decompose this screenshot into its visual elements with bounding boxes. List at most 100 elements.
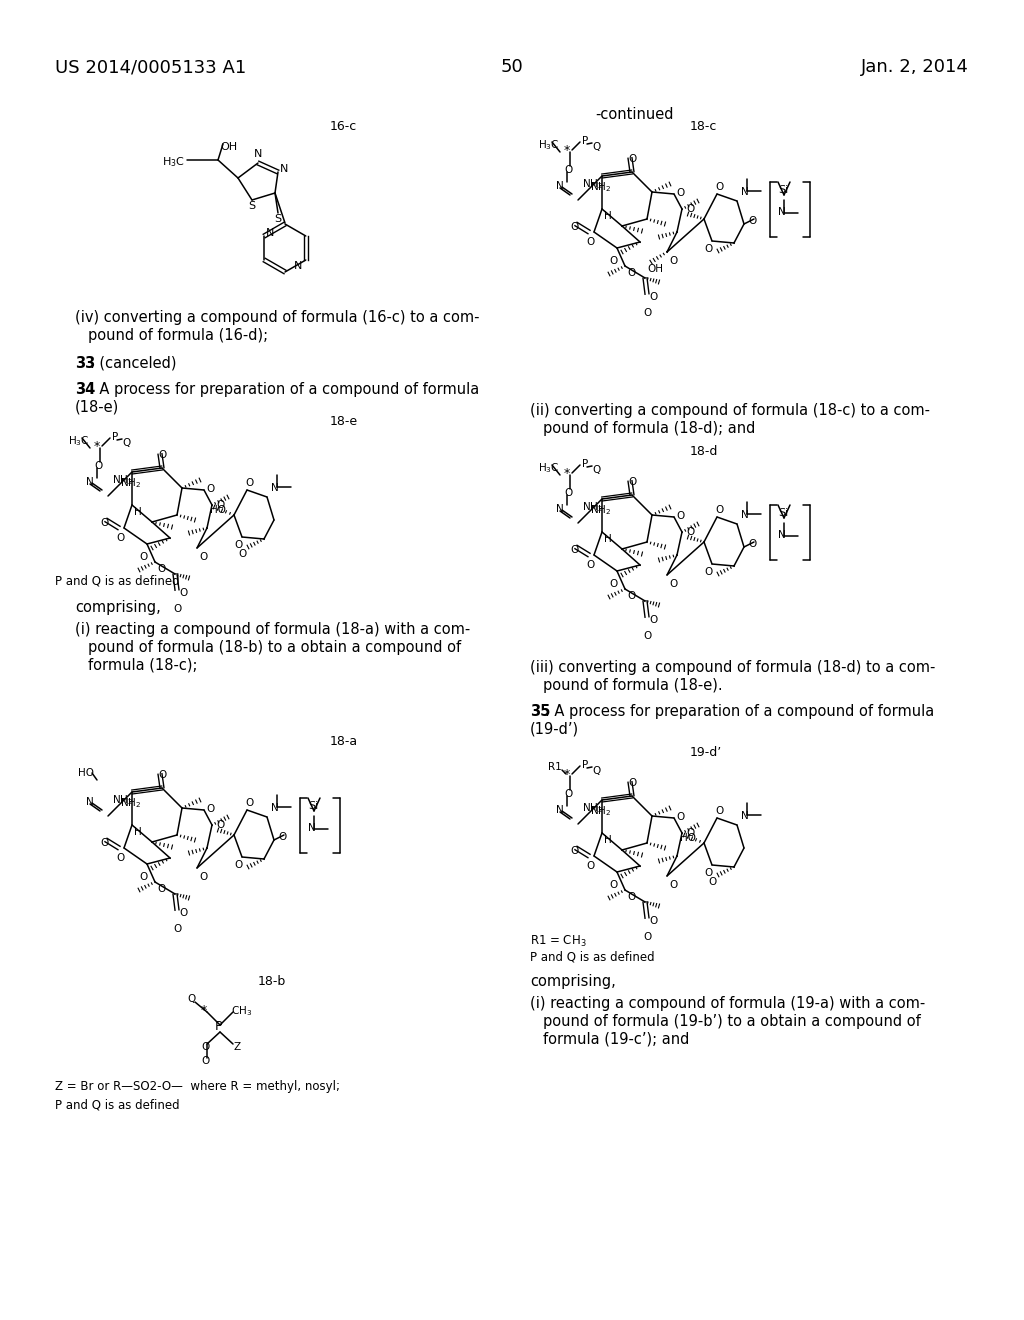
Text: O: O [643, 631, 651, 642]
Text: CH$_3$: CH$_3$ [231, 1005, 252, 1018]
Text: O: O [199, 552, 207, 562]
Text: O: O [278, 832, 287, 842]
Text: NH$_2$: NH$_2$ [112, 793, 133, 807]
Text: 19-d’: 19-d’ [690, 746, 722, 759]
Text: O: O [179, 587, 187, 598]
Text: Si: Si [308, 801, 318, 810]
Text: O: O [715, 182, 723, 191]
Text: O: O [649, 615, 657, 624]
Text: O: O [669, 256, 677, 267]
Text: N: N [556, 181, 564, 191]
Text: OH: OH [220, 143, 238, 152]
Text: O: O [173, 924, 181, 935]
Text: O: O [116, 533, 124, 543]
Text: 18-d: 18-d [690, 445, 719, 458]
Text: P: P [582, 459, 588, 469]
Text: . A process for preparation of a compound of formula: . A process for preparation of a compoun… [90, 381, 479, 397]
Text: O: O [586, 861, 594, 871]
Text: O: O [139, 552, 147, 562]
Text: . A process for preparation of a compound of formula: . A process for preparation of a compoun… [545, 704, 934, 719]
Text: O: O [669, 880, 677, 890]
Text: P and Q is as defined: P and Q is as defined [55, 1098, 179, 1111]
Text: O: O [564, 165, 572, 176]
Text: Si: Si [778, 508, 788, 517]
Text: HO: HO [78, 768, 94, 777]
Text: Q: Q [592, 143, 600, 152]
Text: 18-e: 18-e [330, 414, 358, 428]
Text: Z = Br or R—SO2-O—  where R = methyl, nosyl;: Z = Br or R—SO2-O— where R = methyl, nos… [55, 1080, 340, 1093]
Text: R1: R1 [548, 762, 562, 772]
Text: P and Q is as defined: P and Q is as defined [530, 950, 654, 964]
Text: S: S [248, 201, 255, 211]
Text: O: O [705, 869, 713, 878]
Text: N: N [741, 510, 749, 520]
Text: N: N [271, 483, 279, 492]
Text: O: O [686, 527, 694, 537]
Text: NH$_2$: NH$_2$ [582, 801, 603, 814]
Text: O: O [216, 500, 224, 510]
Text: N: N [778, 207, 785, 216]
Text: . (canceled): . (canceled) [90, 356, 176, 371]
Text: O: O [649, 292, 657, 302]
Text: O: O [705, 568, 713, 577]
Text: O: O [245, 478, 253, 488]
Text: NH$_2$: NH$_2$ [582, 177, 603, 191]
Text: Q: Q [592, 766, 600, 776]
Text: NH$_2$: NH$_2$ [112, 473, 133, 487]
Text: H: H [604, 836, 611, 845]
Text: O: O [206, 804, 214, 814]
Text: S: S [274, 214, 282, 224]
Text: HO: HO [680, 833, 696, 843]
Text: (iv) converting a compound of formula (16-c) to a com-: (iv) converting a compound of formula (1… [75, 310, 479, 325]
Text: O: O [676, 511, 684, 521]
Text: N: N [556, 805, 564, 814]
Text: O: O [238, 549, 246, 558]
Text: H$_3$C: H$_3$C [538, 461, 559, 475]
Text: N: N [86, 477, 94, 487]
Text: O: O [206, 484, 214, 494]
Text: O: O [139, 873, 147, 882]
Text: N: N [266, 228, 274, 238]
Text: N: N [741, 810, 749, 821]
Text: O: O [748, 539, 757, 549]
Text: H$_3$C: H$_3$C [162, 154, 185, 169]
Text: *: * [94, 440, 100, 453]
Text: O: O [609, 880, 617, 890]
Text: P: P [112, 432, 118, 442]
Text: O: O [245, 799, 253, 808]
Text: 18-c: 18-c [690, 120, 718, 133]
Text: O: O [216, 820, 224, 830]
Text: O: O [715, 807, 723, 816]
Text: O: O [676, 812, 684, 822]
Text: formula (18-c);: formula (18-c); [88, 657, 198, 673]
Text: O: O [609, 579, 617, 589]
Text: N: N [86, 797, 94, 807]
Text: pound of formula (19-b’) to a obtain a compound of: pound of formula (19-b’) to a obtain a c… [543, 1014, 921, 1030]
Text: O: O [748, 216, 757, 226]
Text: comprising,: comprising, [530, 974, 615, 989]
Text: O: O [686, 205, 694, 214]
Text: -continued: -continued [595, 107, 674, 121]
Text: O: O [100, 838, 109, 847]
Text: O: O [627, 591, 635, 601]
Text: N: N [741, 187, 749, 197]
Text: NH$_2$: NH$_2$ [590, 503, 611, 517]
Text: N: N [294, 261, 302, 271]
Text: O: O [628, 154, 636, 164]
Text: 16-c: 16-c [330, 120, 357, 133]
Text: O: O [570, 545, 579, 554]
Text: *: * [564, 467, 570, 480]
Text: NH$_2$: NH$_2$ [582, 500, 603, 513]
Text: O: O [564, 488, 572, 498]
Text: H$_3$C: H$_3$C [68, 434, 89, 447]
Text: Q: Q [187, 994, 196, 1005]
Text: (i) reacting a compound of formula (19-a) with a com-: (i) reacting a compound of formula (19-a… [530, 997, 926, 1011]
Text: O: O [158, 770, 166, 780]
Text: O: O [94, 461, 102, 471]
Text: O: O [570, 846, 579, 855]
Text: O: O [100, 517, 109, 528]
Text: O: O [686, 828, 694, 838]
Text: (19-d’): (19-d’) [530, 722, 580, 737]
Text: pound of formula (18-d); and: pound of formula (18-d); and [543, 421, 756, 436]
Text: O: O [179, 908, 187, 917]
